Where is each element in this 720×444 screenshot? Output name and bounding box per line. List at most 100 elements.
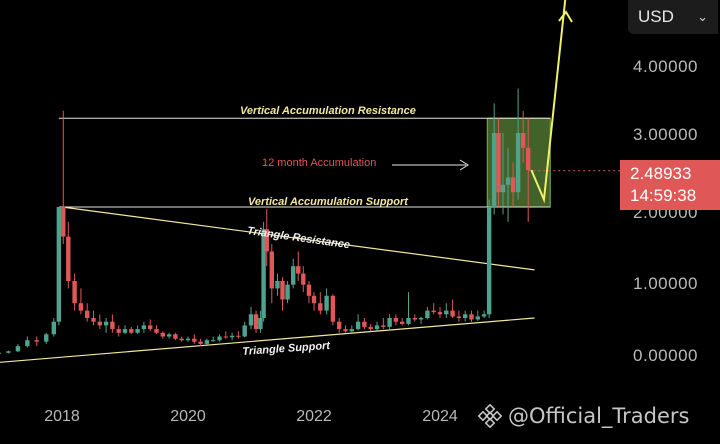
candle-body [160, 332, 165, 337]
candle-body [306, 284, 312, 296]
candle-body [291, 266, 296, 285]
candle-body [217, 336, 222, 341]
candle-body [486, 207, 492, 315]
y-tick-label: 1.00000 [633, 274, 698, 293]
candle-body [0, 352, 2, 354]
candle-body [393, 318, 399, 322]
candle-body [103, 321, 109, 326]
candle-body [154, 329, 159, 333]
accumulation-label: 12 month Accumulation [262, 157, 377, 169]
candle-body [61, 207, 66, 237]
candle-body [51, 321, 57, 335]
resistance-label: Vertical Accumulation Resistance [240, 105, 416, 117]
currency-label: USD [638, 7, 674, 26]
candle-body [387, 318, 392, 327]
watermark-text: @Official_Traders [508, 404, 690, 428]
binance-logo-icon [478, 404, 502, 428]
triangle-support-line [0, 317, 535, 363]
candle-body [475, 316, 480, 320]
candle-body [406, 318, 411, 324]
candle-body [437, 312, 443, 315]
current-price: 2.48933 [630, 164, 692, 183]
candle-countdown: 14:59:38 [630, 186, 697, 205]
accumulation-arrow-head [459, 159, 469, 171]
y-tick-label: 3.00000 [633, 125, 698, 144]
x-tick-label: 2024 [422, 408, 458, 425]
candle-body [261, 229, 266, 318]
candle-body [520, 133, 526, 148]
candle-body [285, 284, 290, 300]
candle-body [110, 321, 115, 330]
candle-body [85, 310, 90, 318]
candle-body [505, 177, 511, 185]
annotation-overlay [392, 0, 620, 204]
candle-body [204, 340, 210, 344]
candle-body [280, 281, 285, 300]
candle-body [324, 295, 329, 311]
currency-selector[interactable]: USD ⌄ [628, 0, 718, 34]
candle-body [116, 329, 121, 333]
candle-body [122, 329, 128, 333]
candle-body [97, 321, 102, 326]
candle-body [343, 329, 348, 332]
candle-body [374, 325, 380, 330]
candle-body [431, 310, 436, 313]
projection-arrow-head [558, 10, 573, 23]
candle-body [269, 251, 274, 289]
candle-body [264, 229, 269, 252]
support-label: Vertical Accumulation Support [248, 196, 408, 208]
candle-body [229, 335, 235, 338]
triangle-resistance-line [61, 206, 535, 271]
candle-body [258, 318, 263, 330]
candle-body [236, 335, 241, 337]
candle-body [381, 325, 386, 327]
candle-body [91, 318, 96, 322]
candle-body [469, 314, 474, 320]
candle-body [66, 236, 71, 281]
candle-body [318, 303, 323, 311]
y-tick-label: 4.00000 [633, 57, 698, 76]
watermark: @Official_Traders [478, 404, 689, 428]
candle-body [456, 316, 462, 318]
candle-body [275, 281, 280, 289]
candle-body [491, 133, 497, 207]
candle-body [500, 184, 506, 193]
candle-body [481, 314, 487, 317]
candle-body [198, 341, 203, 344]
candle-body [173, 334, 178, 339]
candle-body [72, 281, 77, 304]
candle-body [463, 314, 468, 318]
candle-body [185, 338, 191, 341]
x-tick-label: 2022 [296, 408, 332, 425]
candle-body [400, 321, 405, 324]
candle-body [444, 310, 449, 315]
candle-body [15, 346, 21, 352]
candle-body [223, 336, 228, 338]
x-tick-label: 2020 [170, 408, 206, 425]
candle-body [56, 207, 62, 322]
x-tick-label: 2018 [44, 408, 80, 425]
candle-body [253, 314, 259, 330]
candle-body [148, 325, 153, 330]
candle-body [248, 314, 254, 326]
candle-body [368, 326, 373, 330]
candle-body [34, 340, 39, 342]
candle-body [349, 329, 354, 332]
candle-body [510, 177, 516, 193]
candle-body [78, 303, 84, 311]
candle-body [141, 325, 147, 330]
candle-body [526, 147, 531, 170]
candle-body [311, 295, 317, 304]
candle-body [355, 321, 361, 330]
candle-body [337, 321, 342, 330]
candle-body [412, 318, 417, 320]
candle-body [211, 340, 216, 342]
candle-body [362, 321, 367, 327]
candle-body [135, 329, 140, 333]
candle-body [129, 329, 134, 333]
candle-body [450, 310, 455, 317]
candle-body [296, 266, 301, 274]
candle-body [242, 325, 247, 337]
candle-body [25, 340, 30, 347]
